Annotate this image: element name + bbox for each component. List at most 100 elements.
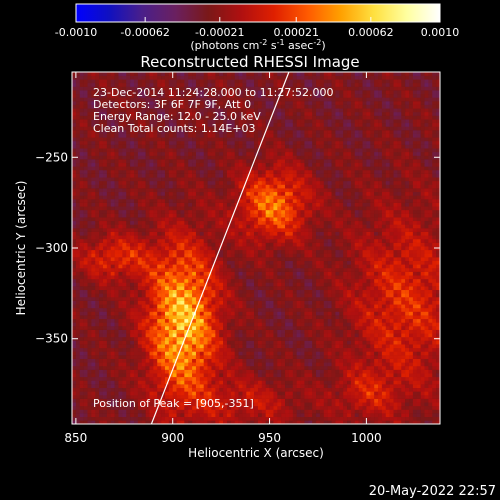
heatmap-cell: [288, 238, 294, 243]
heatmap-cell: [122, 358, 127, 363]
heatmap-cell: [157, 293, 162, 298]
heatmap-cell: [428, 387, 433, 392]
heatmap-cell: [223, 373, 228, 378]
heatmap-cell: [114, 409, 119, 414]
heatmap-cell: [424, 246, 429, 251]
heatmap-cell: [161, 369, 166, 374]
heatmap-cell: [412, 296, 418, 301]
heatmap-cell: [420, 380, 425, 385]
heatmap-cell: [234, 275, 239, 280]
heatmap-cell: [401, 242, 406, 247]
heatmap-cell: [378, 296, 383, 301]
heatmap-cell: [432, 253, 437, 258]
heatmap-cell: [428, 384, 433, 389]
heatmap-cell: [319, 322, 325, 327]
heatmap-cell: [172, 311, 177, 316]
heatmap-cell: [409, 275, 414, 280]
heatmap-cell: [354, 257, 359, 262]
heatmap-cell: [343, 391, 348, 396]
heatmap-cell: [149, 304, 154, 309]
heatmap-cell: [137, 373, 143, 378]
heatmap-cell: [211, 384, 216, 389]
heatmap-cell: [312, 253, 317, 258]
heatmap-cell: [137, 231, 143, 236]
heatmap-cell: [91, 300, 96, 305]
heatmap-cell: [370, 289, 375, 294]
heatmap-cell: [257, 405, 263, 410]
heatmap-cell: [133, 402, 139, 407]
heatmap-cell: [304, 405, 309, 410]
heatmap-cell: [424, 373, 429, 378]
heatmap-cell: [211, 246, 216, 251]
heatmap-cell: [141, 347, 146, 352]
heatmap-cell: [254, 282, 259, 287]
heatmap-cell: [416, 409, 421, 414]
heatmap-cell: [195, 398, 201, 403]
heatmap-cell: [226, 253, 232, 258]
heatmap-cell: [420, 318, 425, 323]
heatmap-cell: [308, 329, 313, 334]
heatmap-cell: [312, 322, 317, 327]
heatmap-cell: [424, 420, 429, 424]
heatmap-cell: [203, 246, 208, 251]
heatmap-cell: [126, 260, 131, 265]
heatmap-cell: [145, 326, 150, 330]
heatmap-cell: [195, 413, 201, 418]
heatmap-cell: [347, 391, 352, 396]
heatmap-cell: [331, 253, 336, 258]
heatmap-cell: [157, 391, 162, 396]
heatmap-cell: [219, 384, 224, 389]
heatmap-cell: [296, 376, 301, 381]
heatmap-cell: [304, 275, 309, 280]
heatmap-cell: [207, 362, 212, 367]
heatmap-cell: [269, 282, 274, 287]
heatmap-cell: [130, 246, 135, 251]
heatmap-cell: [327, 282, 332, 287]
heatmap-cell: [118, 242, 123, 247]
heatmap-cell: [75, 235, 81, 240]
heatmap-cell: [102, 253, 108, 258]
heatmap-cell: [122, 260, 127, 265]
heatmap-cell: [265, 362, 270, 367]
heatmap-cell: [350, 293, 356, 298]
heatmap-cell: [331, 402, 336, 407]
heatmap-cell: [432, 413, 437, 418]
heatmap-cell: [370, 398, 375, 403]
heatmap-cell: [323, 340, 328, 345]
heatmap-cell: [75, 242, 81, 247]
heatmap-cell: [358, 304, 363, 309]
heatmap-cell: [370, 311, 375, 316]
heatmap-cell: [133, 336, 139, 341]
heatmap-cell: [381, 246, 387, 251]
heatmap-cell: [273, 347, 278, 352]
heatmap-cell: [83, 376, 88, 381]
heatmap-cell: [273, 282, 278, 287]
heatmap-cell: [374, 351, 379, 356]
heatmap-cell: [153, 326, 158, 330]
heatmap-cell: [137, 394, 143, 399]
heatmap-cell: [389, 238, 394, 243]
heatmap-cell: [405, 249, 410, 254]
heatmap-cell: [347, 318, 352, 323]
heatmap-cell: [389, 340, 394, 345]
heatmap-cell: [226, 347, 232, 352]
heatmap-cell: [405, 413, 410, 418]
heatmap-cell: [424, 347, 429, 352]
heatmap-cell: [331, 409, 336, 414]
heatmap-cell: [428, 318, 433, 323]
heatmap-cell: [428, 257, 433, 262]
heatmap-cell: [145, 257, 150, 262]
heatmap-cell: [242, 355, 247, 359]
heatmap-cell: [75, 304, 81, 309]
heatmap-cell: [304, 365, 309, 370]
heatmap-cell: [354, 405, 359, 410]
heatmap-cell: [207, 326, 212, 330]
heatmap-cell: [292, 380, 297, 385]
heatmap-cell: [130, 235, 135, 240]
heatmap-cell: [358, 380, 363, 385]
heatmap-cell: [95, 344, 100, 349]
heatmap-cell: [300, 282, 305, 287]
heatmap-cell: [176, 275, 181, 280]
heatmap-cell: [87, 264, 92, 269]
heatmap-cell: [412, 405, 418, 410]
